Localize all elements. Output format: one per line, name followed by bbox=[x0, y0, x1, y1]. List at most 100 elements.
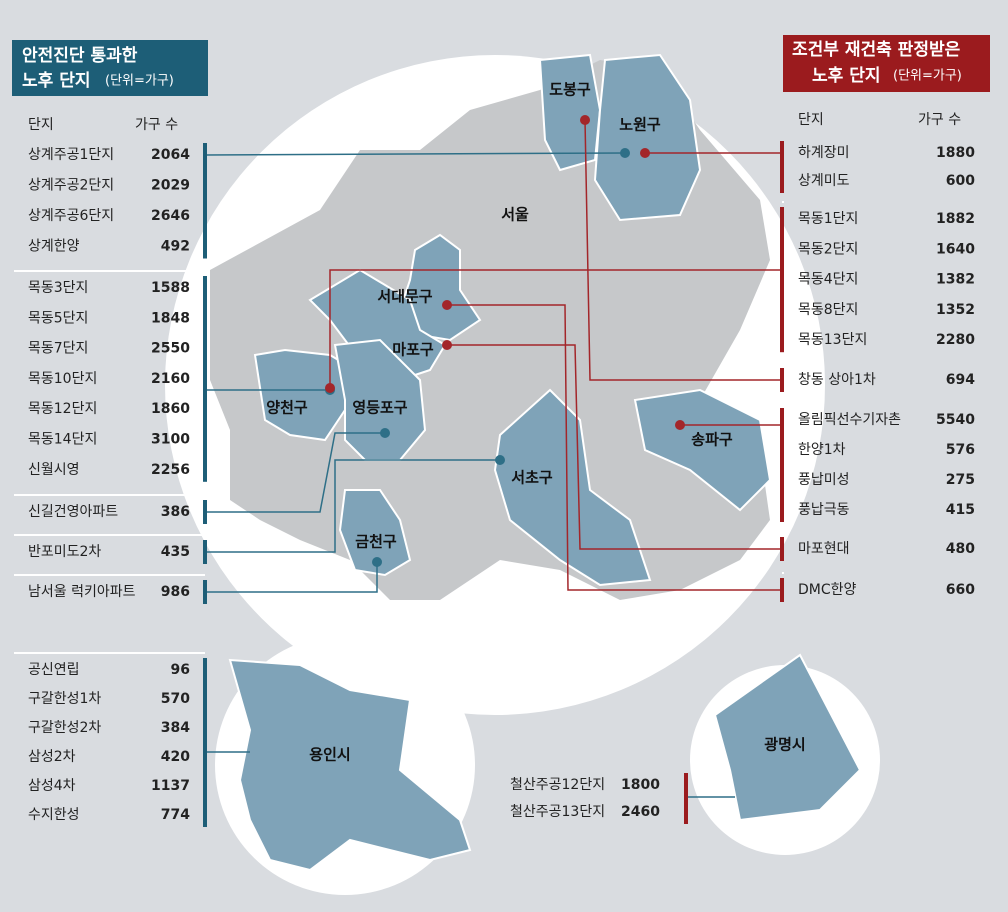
household-count: 2550 bbox=[151, 341, 190, 357]
household-count: 570 bbox=[161, 691, 190, 707]
group-bar bbox=[780, 141, 784, 193]
household-count: 2256 bbox=[151, 462, 190, 478]
seodaemun-shape bbox=[398, 233, 482, 342]
group-bar bbox=[203, 540, 207, 564]
map-label: 용인시 bbox=[309, 746, 350, 764]
unit: (단위=가구) bbox=[893, 69, 962, 84]
group-bar bbox=[203, 276, 207, 482]
complex-name: 목동2단지 bbox=[798, 241, 858, 257]
map-label: 금천구 bbox=[355, 533, 397, 551]
title: 노후 단지 bbox=[812, 65, 880, 86]
household-count: 1640 bbox=[936, 241, 975, 257]
connector bbox=[205, 432, 385, 513]
group-bar bbox=[780, 537, 784, 561]
complex-name: 반포미도2차 bbox=[28, 544, 101, 560]
dot bbox=[380, 428, 390, 438]
column-header: 단지 bbox=[28, 117, 54, 133]
dots bbox=[325, 115, 685, 567]
title-box bbox=[783, 35, 990, 92]
complex-name: 마포현대 bbox=[798, 541, 850, 557]
complex-name: 목동8단지 bbox=[798, 302, 858, 318]
column-header: 가구 수 bbox=[918, 112, 961, 128]
household-count: 1860 bbox=[151, 401, 190, 417]
dot bbox=[495, 455, 505, 465]
household-count: 1588 bbox=[151, 280, 190, 296]
household-count: 386 bbox=[161, 504, 190, 520]
complex-name: 상계한양 bbox=[28, 239, 80, 255]
household-count: 2064 bbox=[151, 147, 190, 163]
complex-name: 남서울 럭키아파트 bbox=[28, 584, 136, 600]
household-count: 1800 bbox=[621, 777, 660, 793]
column-header: 단지 bbox=[798, 112, 824, 128]
dot bbox=[372, 557, 382, 567]
complex-name: 한양1차 bbox=[798, 442, 846, 458]
complex-name: 목동3단지 bbox=[28, 280, 88, 296]
household-count: 2280 bbox=[936, 332, 975, 348]
complex-name: 상계주공1단지 bbox=[28, 147, 114, 163]
household-count: 774 bbox=[161, 807, 190, 823]
household-count: 1880 bbox=[936, 145, 975, 161]
household-count: 694 bbox=[946, 372, 975, 388]
dot bbox=[620, 148, 630, 158]
household-count: 480 bbox=[946, 541, 975, 557]
right-title: 조건부 재건축 판정받은 노후 단지 (단위=가구) 단지 가구 수 bbox=[783, 35, 990, 128]
complex-name: 목동12단지 bbox=[28, 401, 97, 417]
gwangmyeong-shape bbox=[713, 653, 862, 822]
map-label: 송파구 bbox=[691, 431, 733, 449]
map bbox=[165, 53, 880, 895]
complex-name: 하계장미 bbox=[798, 145, 850, 161]
household-count: 2029 bbox=[151, 178, 190, 194]
connector bbox=[447, 344, 782, 550]
group-bar bbox=[780, 408, 784, 522]
geumcheon-shape bbox=[338, 489, 412, 577]
household-count: 384 bbox=[161, 720, 190, 736]
map-label: 양천구 bbox=[266, 399, 308, 417]
group-bar bbox=[203, 580, 207, 604]
household-count: 1382 bbox=[936, 272, 975, 288]
dot bbox=[325, 383, 335, 393]
map-label: 서초구 bbox=[511, 469, 553, 487]
household-count: 415 bbox=[946, 502, 975, 518]
group-bar bbox=[203, 500, 207, 524]
title: 조건부 재건축 판정받은 bbox=[792, 40, 961, 60]
map-label: 마포구 bbox=[392, 341, 434, 359]
mapo-shape bbox=[308, 268, 447, 382]
dot bbox=[442, 300, 452, 310]
group-bar bbox=[780, 578, 784, 602]
nowon-shape bbox=[593, 53, 702, 222]
complex-name: 공신연립 bbox=[28, 662, 80, 678]
column-header: 가구 수 bbox=[135, 117, 178, 133]
complex-name: 삼성4차 bbox=[28, 778, 76, 794]
group-bar bbox=[684, 773, 688, 824]
title: 안전진단 통과한 bbox=[22, 46, 138, 66]
map-label: 광명시 bbox=[764, 736, 805, 754]
household-count: 492 bbox=[161, 239, 190, 255]
yongin-shape bbox=[228, 658, 472, 872]
household-count: 2160 bbox=[151, 371, 190, 387]
group-bar bbox=[203, 143, 207, 259]
household-count: 986 bbox=[161, 584, 190, 600]
complex-name: 풍납극동 bbox=[798, 502, 850, 518]
complex-name: DMC한양 bbox=[798, 582, 857, 598]
dot bbox=[675, 420, 685, 430]
household-count: 1352 bbox=[936, 302, 975, 318]
complex-name: 철산주공12단지 bbox=[510, 777, 605, 793]
map-label: 서울 bbox=[501, 206, 529, 224]
title-box bbox=[12, 40, 208, 96]
complex-name: 삼성2차 bbox=[28, 749, 76, 765]
complex-name: 상계주공6단지 bbox=[28, 208, 114, 224]
map-label: 도봉구 bbox=[549, 81, 591, 99]
complex-name: 목동4단지 bbox=[798, 272, 858, 288]
connector bbox=[447, 304, 782, 591]
complex-name: 목동10단지 bbox=[28, 371, 97, 387]
household-count: 1848 bbox=[151, 310, 190, 326]
connector bbox=[329, 269, 782, 388]
title: 노후 단지 bbox=[22, 70, 90, 91]
complex-name: 신월시영 bbox=[28, 462, 80, 478]
connector bbox=[204, 152, 626, 156]
complex-name: 상계주공2단지 bbox=[28, 178, 114, 194]
complex-name: 올림픽선수기자촌 bbox=[798, 412, 901, 428]
songpa-shape bbox=[633, 388, 772, 512]
complex-name: 풍납미성 bbox=[798, 472, 850, 488]
